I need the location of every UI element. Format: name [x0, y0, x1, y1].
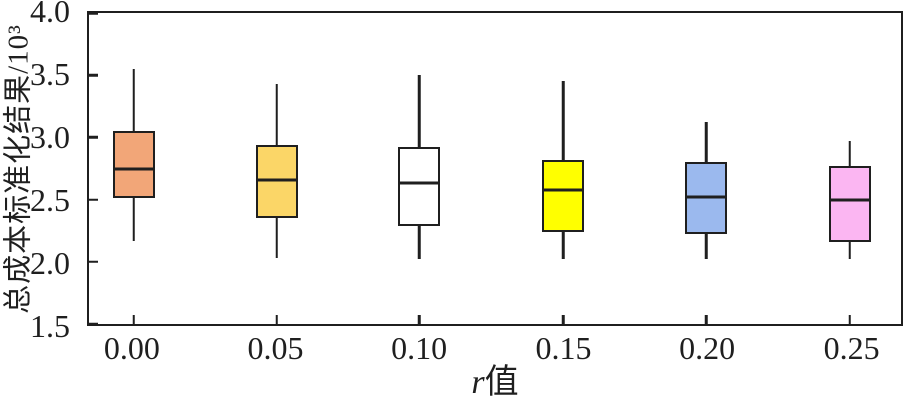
x-tick-label: 0.15 [535, 330, 592, 366]
y-tick-mark [89, 260, 98, 264]
x-axis-title-italic: r [471, 364, 485, 401]
y-tick-mark [89, 322, 98, 326]
median-line [542, 188, 585, 192]
median-line [685, 195, 728, 199]
y-tick-label: 1.5 [30, 308, 70, 344]
median-line [828, 198, 871, 202]
y-tick-mark [89, 11, 98, 15]
y-tick-mark [89, 136, 98, 139]
x-tick-mark [418, 315, 421, 324]
y-tick-mark [89, 198, 98, 201]
median-line [398, 181, 441, 185]
y-tick-labels: 4.0 3.5 3.0 2.5 2.0 1.5 [0, 0, 78, 342]
x-tick-label: 0.00 [103, 330, 160, 366]
x-tick-labels: 0.00 0.05 0.10 0.15 0.20 0.25 [87, 332, 903, 368]
median-line [112, 167, 155, 170]
box-rect [398, 147, 441, 226]
box-rect [828, 166, 871, 242]
y-tick-label: 2.0 [30, 245, 70, 281]
box-rect [112, 131, 155, 199]
y-tick-label: 3.0 [30, 119, 70, 155]
y-tick-label: 2.5 [30, 182, 70, 218]
y-tick-label: 3.5 [30, 56, 70, 92]
box-rect [542, 159, 585, 232]
x-tick-mark [132, 315, 135, 324]
y-tick-label: 4.0 [30, 0, 70, 29]
x-tick-mark [848, 315, 852, 324]
x-tick-label: 0.20 [679, 330, 736, 366]
x-axis-title-text: 值 [484, 364, 519, 401]
x-axis-title: r值 [87, 366, 903, 400]
x-tick-mark [561, 315, 565, 324]
x-tick-label: 0.05 [247, 330, 304, 366]
x-tick-mark [704, 315, 708, 324]
x-tick-mark [275, 315, 278, 324]
plot-area [87, 11, 903, 326]
y-tick-mark [89, 73, 98, 77]
median-line [255, 178, 298, 182]
box-rect [255, 144, 298, 219]
x-tick-label: 0.25 [823, 330, 880, 366]
x-tick-label: 0.10 [391, 330, 448, 366]
